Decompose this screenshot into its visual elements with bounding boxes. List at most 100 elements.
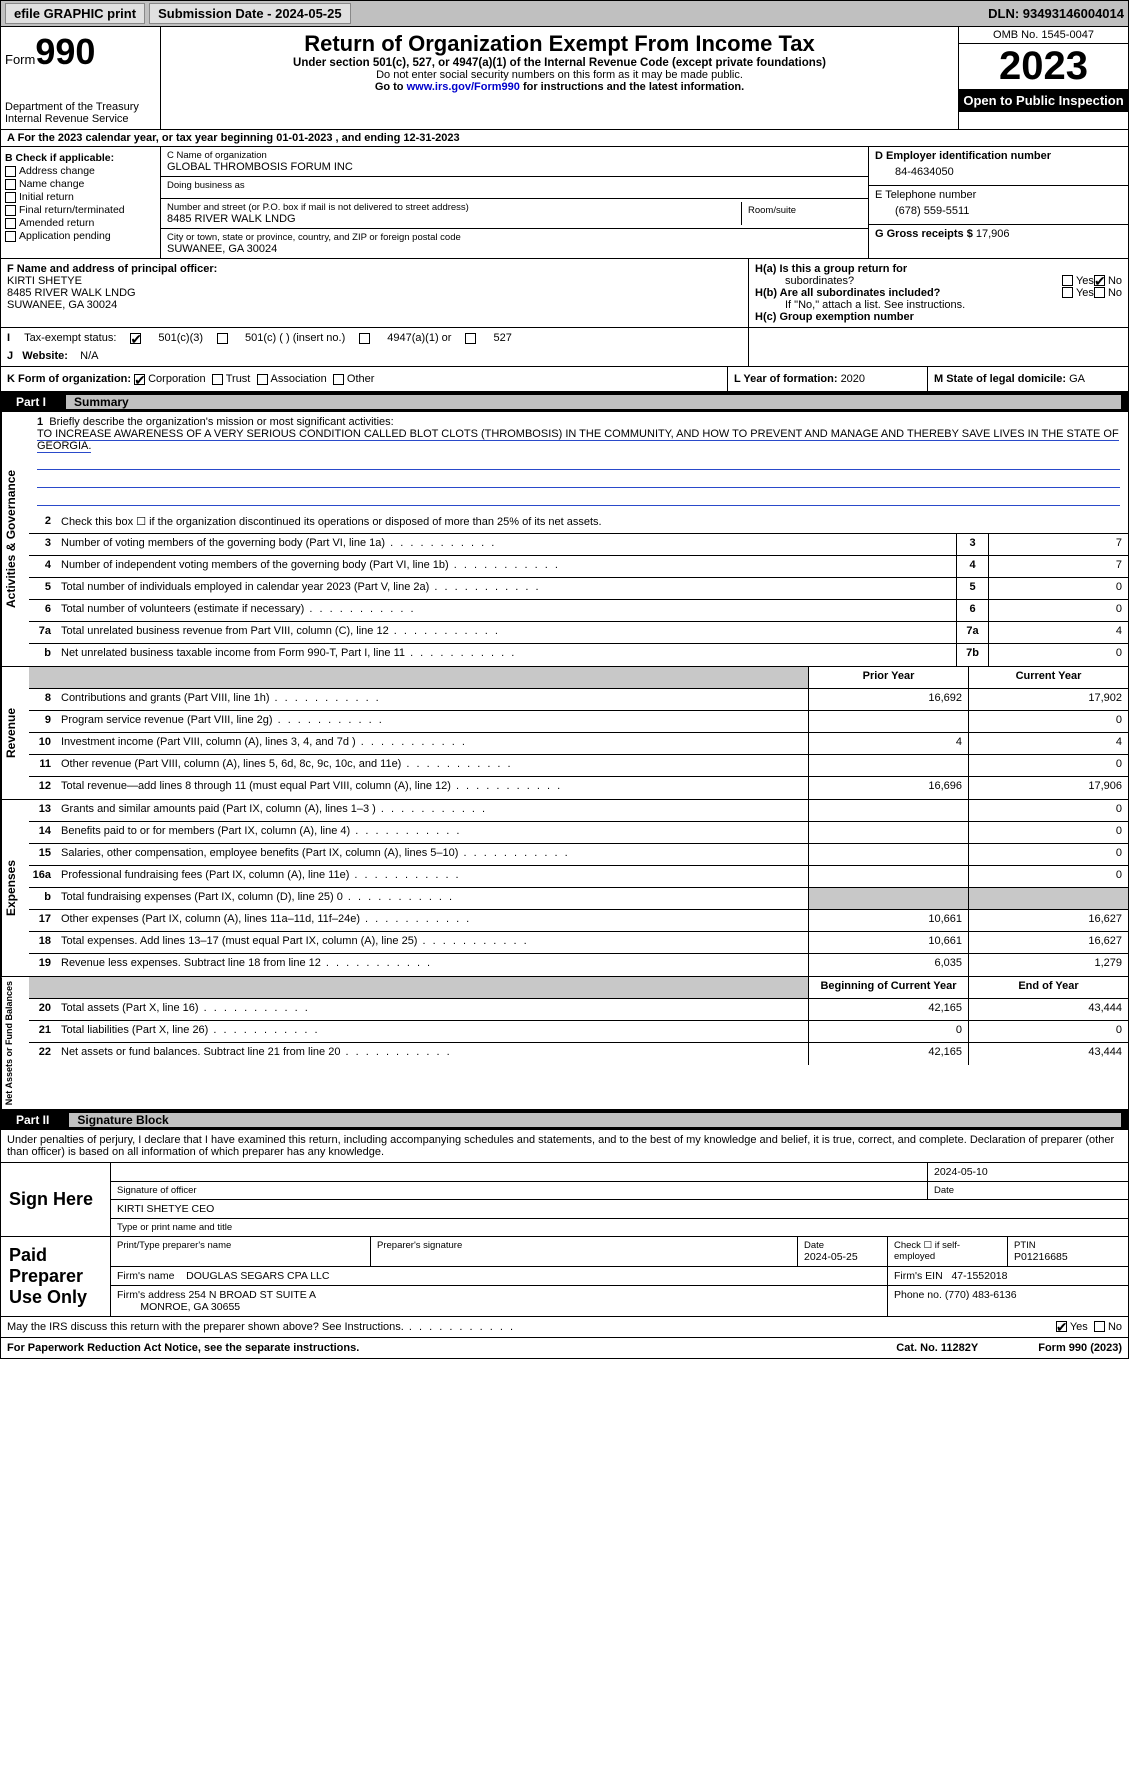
current-year-hdr: Current Year <box>968 667 1128 688</box>
net-header: Beginning of Current Year End of Year <box>29 977 1128 999</box>
ein-label: D Employer identification number <box>875 150 1122 162</box>
vtab-expenses: Expenses <box>1 800 29 976</box>
prior-year-hdr: Prior Year <box>808 667 968 688</box>
table-row: 15Salaries, other compensation, employee… <box>29 844 1128 866</box>
info-block: B Check if applicable: Address change Na… <box>0 147 1129 259</box>
dept-treasury: Department of the Treasury Internal Reve… <box>5 101 156 125</box>
cb-other[interactable] <box>333 374 344 385</box>
k-label: K Form of organization: <box>7 373 131 385</box>
dba-label: Doing business as <box>167 180 862 191</box>
gov-row: 4Number of independent voting members of… <box>29 556 1128 578</box>
gov-row: 7aTotal unrelated business revenue from … <box>29 622 1128 644</box>
discuss-no[interactable] <box>1094 1321 1105 1332</box>
officer-label: F Name and address of principal officer: <box>7 263 742 275</box>
omb-number: OMB No. 1545-0047 <box>959 27 1128 44</box>
website: N/A <box>80 350 98 362</box>
ptin: P01216685 <box>1014 1251 1068 1263</box>
firm-ein: 47-1552018 <box>951 1270 1007 1282</box>
table-row: 17Other expenses (Part IX, column (A), l… <box>29 910 1128 932</box>
table-row: 12Total revenue—add lines 8 through 11 (… <box>29 777 1128 799</box>
table-row: 11Other revenue (Part VIII, column (A), … <box>29 755 1128 777</box>
hb-note: If "No," attach a list. See instructions… <box>755 299 1122 311</box>
pp-sig-label: Preparer's signature <box>377 1240 791 1251</box>
hb-yes[interactable] <box>1062 287 1073 298</box>
part2-header: Part II Signature Block <box>0 1110 1129 1130</box>
city-label: City or town, state or province, country… <box>167 232 862 243</box>
phone: (678) 559-5511 <box>875 201 1122 221</box>
m-label: M State of legal domicile: <box>934 373 1069 385</box>
gov-row: bNet unrelated business taxable income f… <box>29 644 1128 666</box>
part1-title: Summary <box>66 395 1121 409</box>
cb-501c[interactable] <box>217 333 228 344</box>
firm-addr-label: Firm's address <box>117 1289 186 1301</box>
vtab-governance: Activities & Governance <box>1 412 29 666</box>
pp-self-employed[interactable]: Check ☐ if self-employed <box>888 1237 1008 1266</box>
ha-no[interactable] <box>1094 275 1105 286</box>
sig-officer-label: Signature of officer <box>111 1182 928 1199</box>
col-b-checkboxes: B Check if applicable: Address change Na… <box>1 147 161 258</box>
efile-print-button[interactable]: efile GRAPHIC print <box>5 3 145 24</box>
rev-header: Prior Year Current Year <box>29 667 1128 689</box>
m-val: GA <box>1069 373 1085 385</box>
table-row: 10Investment income (Part VIII, column (… <box>29 733 1128 755</box>
cb-association[interactable] <box>257 374 268 385</box>
cb-527[interactable] <box>465 333 476 344</box>
gov-row: 6Total number of volunteers (estimate if… <box>29 600 1128 622</box>
cb-final-return[interactable]: Final return/terminated <box>5 204 156 216</box>
ha-yes[interactable] <box>1062 275 1073 286</box>
section-governance: Activities & Governance 1 Briefly descri… <box>0 412 1129 667</box>
cb-app-pending[interactable]: Application pending <box>5 230 156 242</box>
row-i-j: ITax-exempt status: 501(c)(3) 501(c) ( )… <box>0 328 1129 367</box>
cb-trust[interactable] <box>212 374 223 385</box>
table-row: 8Contributions and grants (Part VIII, li… <box>29 689 1128 711</box>
cb-amended[interactable]: Amended return <box>5 217 156 229</box>
cb-501c3[interactable] <box>130 333 141 344</box>
part1-num: Part I <box>8 395 54 409</box>
cb-address-change[interactable]: Address change <box>5 165 156 177</box>
l-val: 2020 <box>841 373 865 385</box>
gov-row: 5Total number of individuals employed in… <box>29 578 1128 600</box>
table-row: 20Total assets (Part X, line 16)42,16543… <box>29 999 1128 1021</box>
form-header: Form990 Department of the Treasury Inter… <box>0 27 1129 130</box>
cb-initial-return[interactable]: Initial return <box>5 191 156 203</box>
part1-header: Part I Summary <box>0 392 1129 412</box>
section-revenue: Revenue Prior Year Current Year 8Contrib… <box>0 667 1129 800</box>
cb-name-change[interactable]: Name change <box>5 178 156 190</box>
dln: DLN: 93493146004014 <box>988 6 1124 21</box>
sign-here-block: Sign Here 2024-05-10 Signature of office… <box>0 1163 1129 1237</box>
irs-link[interactable]: www.irs.gov/Form990 <box>407 81 520 93</box>
table-row: 18Total expenses. Add lines 13–17 (must … <box>29 932 1128 954</box>
form-subtitle: Under section 501(c), 527, or 4947(a)(1)… <box>165 57 954 69</box>
pra-notice: For Paperwork Reduction Act Notice, see … <box>7 1342 359 1354</box>
firm-addr2: MONROE, GA 30655 <box>140 1301 240 1313</box>
org-name-label: C Name of organization <box>167 150 862 161</box>
cb-4947[interactable] <box>359 333 370 344</box>
boy-hdr: Beginning of Current Year <box>808 977 968 998</box>
part2-num: Part II <box>8 1113 57 1127</box>
gross-receipts-label: G Gross receipts $ <box>875 228 976 240</box>
paid-preparer-label: Paid Preparer Use Only <box>1 1237 111 1316</box>
firm-phone-label: Phone no. <box>894 1289 942 1301</box>
hb-no[interactable] <box>1094 287 1105 298</box>
firm-ein-label: Firm's EIN <box>894 1270 943 1282</box>
section-netassets: Net Assets or Fund Balances Beginning of… <box>0 977 1129 1110</box>
mission-text: TO INCREASE AWARENESS OF A VERY SERIOUS … <box>37 428 1119 453</box>
city: SUWANEE, GA 30024 <box>167 243 862 255</box>
section-expenses: Expenses 13Grants and similar amounts pa… <box>0 800 1129 977</box>
row-k-l-m: K Form of organization: Corporation Trus… <box>0 367 1129 392</box>
goto-pre: Go to <box>375 81 407 93</box>
officer-name: KIRTI SHETYE <box>7 275 742 287</box>
table-row: 14Benefits paid to or for members (Part … <box>29 822 1128 844</box>
sig-date: 2024-05-10 <box>928 1163 1128 1181</box>
firm-name: DOUGLAS SEGARS CPA LLC <box>186 1270 329 1282</box>
ssn-notice: Do not enter social security numbers on … <box>165 69 954 81</box>
ein: 84-4634050 <box>875 162 1122 182</box>
eoy-hdr: End of Year <box>968 977 1128 998</box>
cb-corporation[interactable] <box>134 374 145 385</box>
mission-label: Briefly describe the organization's miss… <box>49 416 393 428</box>
discuss-yes[interactable] <box>1056 1321 1067 1332</box>
footer: For Paperwork Reduction Act Notice, see … <box>0 1338 1129 1359</box>
hc-label: H(c) Group exemption number <box>755 311 914 323</box>
pp-date-label: Date <box>804 1240 881 1251</box>
ptin-label: PTIN <box>1014 1240 1122 1251</box>
